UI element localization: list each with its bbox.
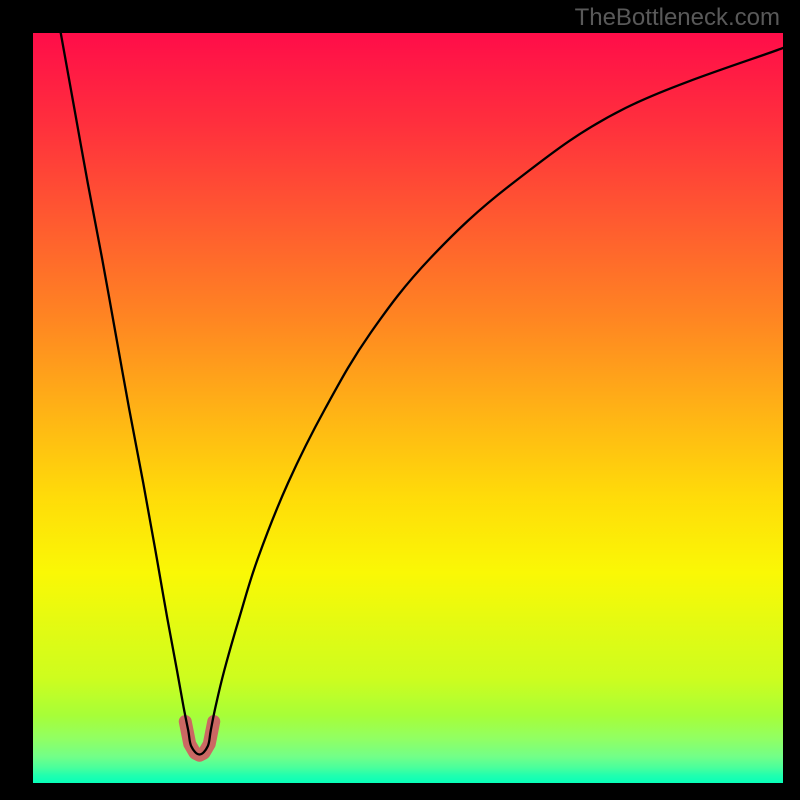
curve-layer xyxy=(33,33,783,783)
plot-area xyxy=(33,33,783,783)
watermark-text: TheBottleneck.com xyxy=(575,4,780,32)
bottleneck-curve xyxy=(61,33,783,755)
